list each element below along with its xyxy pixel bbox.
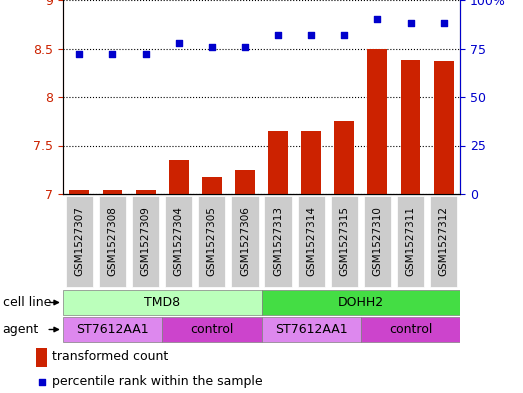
Text: GSM1527305: GSM1527305 bbox=[207, 207, 217, 276]
Text: TMD8: TMD8 bbox=[144, 296, 180, 309]
Bar bbox=[334, 121, 354, 194]
Point bbox=[274, 32, 282, 38]
FancyBboxPatch shape bbox=[198, 196, 225, 287]
Point bbox=[439, 20, 448, 26]
Text: GSM1527313: GSM1527313 bbox=[273, 206, 283, 277]
Bar bbox=[162, 316, 262, 342]
Point bbox=[373, 16, 382, 22]
Text: cell line: cell line bbox=[3, 296, 51, 309]
Text: GSM1527310: GSM1527310 bbox=[372, 207, 382, 276]
Text: GSM1527306: GSM1527306 bbox=[240, 207, 250, 276]
Bar bbox=[70, 190, 89, 194]
Bar bbox=[63, 316, 162, 342]
Text: GSM1527309: GSM1527309 bbox=[141, 207, 151, 276]
FancyBboxPatch shape bbox=[430, 196, 457, 287]
Text: GSM1527304: GSM1527304 bbox=[174, 207, 184, 276]
FancyBboxPatch shape bbox=[66, 196, 93, 287]
Text: control: control bbox=[190, 323, 233, 336]
Text: GSM1527315: GSM1527315 bbox=[339, 206, 349, 277]
Text: GSM1527308: GSM1527308 bbox=[107, 207, 118, 276]
Point bbox=[307, 32, 315, 38]
Bar bbox=[368, 48, 388, 194]
Bar bbox=[262, 290, 460, 316]
Bar bbox=[63, 290, 262, 316]
Point bbox=[75, 51, 84, 57]
Text: ST7612AA1: ST7612AA1 bbox=[275, 323, 347, 336]
FancyBboxPatch shape bbox=[298, 196, 325, 287]
Text: transformed count: transformed count bbox=[52, 351, 168, 364]
Point bbox=[141, 51, 150, 57]
Bar bbox=[235, 170, 255, 194]
FancyBboxPatch shape bbox=[331, 196, 358, 287]
Text: percentile rank within the sample: percentile rank within the sample bbox=[52, 375, 263, 389]
Bar bbox=[401, 60, 420, 194]
Point bbox=[208, 43, 216, 50]
Bar bbox=[103, 190, 122, 194]
Point bbox=[175, 40, 183, 46]
Bar bbox=[135, 190, 155, 194]
Bar bbox=[268, 131, 288, 194]
Point bbox=[241, 43, 249, 50]
Text: GSM1527314: GSM1527314 bbox=[306, 206, 316, 277]
Bar bbox=[301, 131, 321, 194]
Point bbox=[406, 20, 415, 26]
Text: agent: agent bbox=[3, 323, 39, 336]
FancyBboxPatch shape bbox=[265, 196, 292, 287]
FancyBboxPatch shape bbox=[165, 196, 192, 287]
Bar bbox=[36, 348, 48, 367]
Bar bbox=[202, 176, 222, 194]
Text: GSM1527307: GSM1527307 bbox=[74, 207, 84, 276]
Bar bbox=[262, 316, 361, 342]
Bar bbox=[361, 316, 460, 342]
Bar bbox=[434, 61, 453, 194]
FancyBboxPatch shape bbox=[397, 196, 424, 287]
FancyBboxPatch shape bbox=[231, 196, 258, 287]
Text: GSM1527312: GSM1527312 bbox=[439, 206, 449, 277]
Bar bbox=[169, 160, 189, 194]
FancyBboxPatch shape bbox=[99, 196, 126, 287]
Point bbox=[340, 32, 348, 38]
FancyBboxPatch shape bbox=[132, 196, 159, 287]
Text: DOHH2: DOHH2 bbox=[338, 296, 384, 309]
Point bbox=[108, 51, 117, 57]
FancyBboxPatch shape bbox=[364, 196, 391, 287]
Text: control: control bbox=[389, 323, 432, 336]
Text: ST7612AA1: ST7612AA1 bbox=[76, 323, 149, 336]
Text: GSM1527311: GSM1527311 bbox=[405, 206, 416, 277]
Point bbox=[38, 379, 46, 385]
